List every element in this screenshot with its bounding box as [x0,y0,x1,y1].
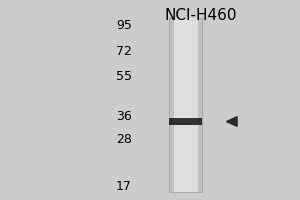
Text: 95: 95 [116,19,132,32]
Text: 17: 17 [116,180,132,192]
Text: NCI-H460: NCI-H460 [165,8,237,23]
Bar [169,118,202,125]
Bar [175,18,198,192]
Text: 28: 28 [116,133,132,146]
Text: 36: 36 [116,110,132,123]
Text: 72: 72 [116,45,132,58]
Text: 55: 55 [116,70,132,83]
Polygon shape [226,117,237,126]
Bar [169,18,202,192]
